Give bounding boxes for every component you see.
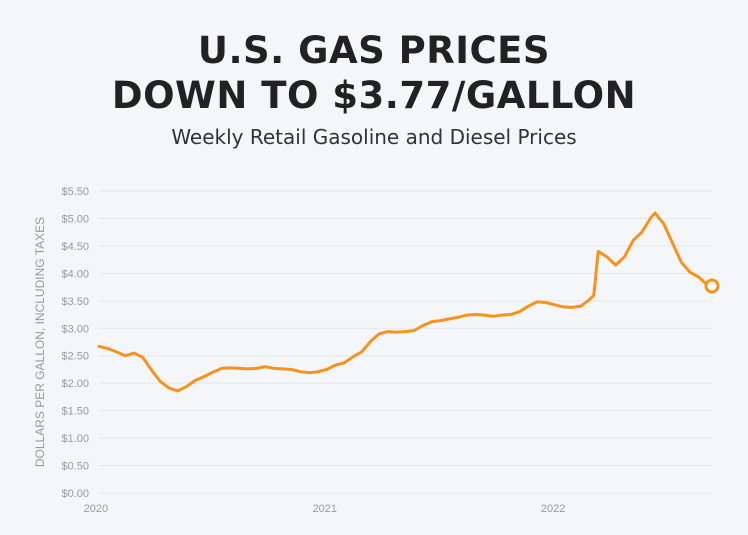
y-tick-label: $0.00 xyxy=(61,488,89,500)
y-tick-label: $4.00 xyxy=(61,268,89,280)
y-tick-label: $3.50 xyxy=(61,296,89,308)
grid-lines xyxy=(99,190,712,494)
y-tick-label: $1.00 xyxy=(61,433,89,445)
y-tick-label: $5.50 xyxy=(61,186,89,198)
title-line-1: U.S. GAS PRICES xyxy=(197,29,551,72)
series-line xyxy=(97,211,714,393)
title-line-2: DOWN TO $3.77/GALLON xyxy=(111,74,637,117)
series-group xyxy=(97,211,720,393)
chart-subtitle: Weekly Retail Gasoline and Diesel Prices xyxy=(171,125,577,149)
endpoint-marker xyxy=(704,278,720,294)
y-tick-label: $2.50 xyxy=(61,351,89,363)
y-tick-labels: $0.00 $0.50 $1.00 $1.50 $2.00 $2.50 $3.00 $3.50… xyxy=(61,186,89,500)
x-tick-label: 2021 xyxy=(313,503,337,515)
x-tick-label: 2020 xyxy=(84,503,108,515)
y-tick-label: $2.00 xyxy=(61,378,89,390)
chart-title: U.S. GAS PRICES DOWN TO $3.77/GALLON xyxy=(0,28,748,118)
y-tick-label: $5.00 xyxy=(61,213,89,225)
x-tick-labels: 2020 2021 2022 xyxy=(84,503,566,515)
y-tick-label: $0.50 xyxy=(61,461,89,473)
y-tick-label: $3.00 xyxy=(61,323,89,335)
y-tick-label: $4.50 xyxy=(61,241,89,253)
y-tick-label: $1.50 xyxy=(61,406,89,418)
y-axis-label: DOLLARS PER GALLON, INCLUDING TAXES xyxy=(33,217,47,467)
x-tick-label: 2022 xyxy=(541,503,565,515)
